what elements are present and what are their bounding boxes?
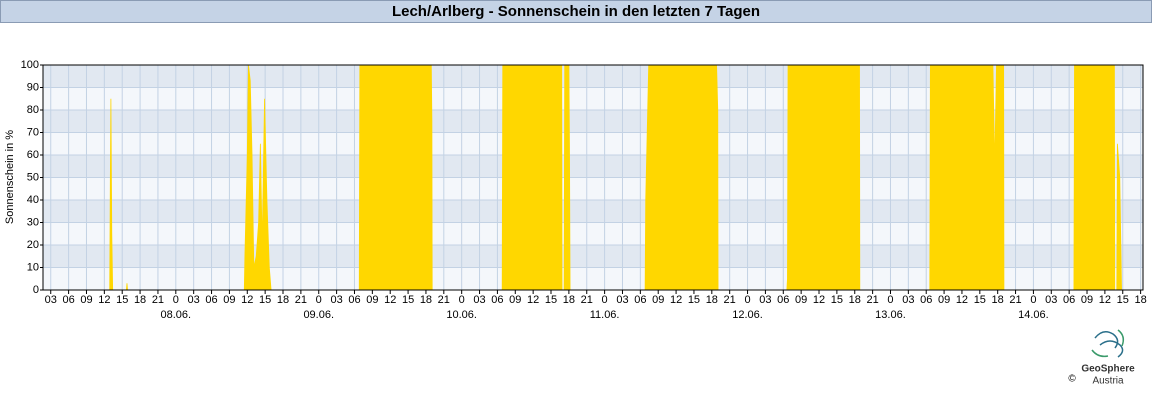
band bbox=[43, 245, 1143, 268]
logo: GeoSphere Austria © bbox=[1068, 329, 1135, 387]
x-tick-label: 21 bbox=[581, 294, 593, 306]
x-tick-label: 0 bbox=[1030, 294, 1036, 306]
y-tick-label: 50 bbox=[27, 171, 39, 183]
y-tick-label: 70 bbox=[27, 126, 39, 138]
date-label: 13.06. bbox=[875, 309, 906, 321]
x-tick-label: 0 bbox=[459, 294, 465, 306]
x-tick-label: 21 bbox=[866, 294, 878, 306]
copyright: © bbox=[1068, 374, 1076, 385]
x-tick-label: 09 bbox=[80, 294, 92, 306]
x-tick-label: 0 bbox=[744, 294, 750, 306]
date-label: 11.06. bbox=[590, 309, 620, 321]
logo-name: GeoSphere bbox=[1081, 364, 1135, 375]
y-tick-label: 10 bbox=[27, 261, 39, 273]
x-tick-label: 12 bbox=[670, 294, 682, 306]
x-tick-label: 09 bbox=[795, 294, 807, 306]
plot-frame bbox=[42, 64, 1144, 291]
x-tick-label: 09 bbox=[1081, 294, 1093, 306]
date-label: 08.06. bbox=[161, 309, 192, 321]
y-tick-label: 20 bbox=[27, 239, 39, 251]
x-tick-label: 12 bbox=[98, 294, 110, 306]
x-tick-label: 03 bbox=[330, 294, 342, 306]
x-tick-label: 03 bbox=[1045, 294, 1057, 306]
x-tick-label: 03 bbox=[902, 294, 914, 306]
plot-area bbox=[43, 64, 1143, 291]
x-tick-label: 15 bbox=[545, 294, 557, 306]
x-tick-label: 03 bbox=[188, 294, 200, 306]
logo-shape bbox=[1091, 349, 1109, 358]
x-tick-label: 12 bbox=[813, 294, 825, 306]
x-tick-label: 09 bbox=[509, 294, 521, 306]
date-label: 09.06. bbox=[303, 309, 334, 321]
x-tick-label: 15 bbox=[259, 294, 271, 306]
x-tick-label: 0 bbox=[887, 294, 893, 306]
x-tick-label: 15 bbox=[402, 294, 414, 306]
date-label: 14.06. bbox=[1018, 309, 1049, 321]
x-tick-label: 06 bbox=[491, 294, 503, 306]
x-tick-label: 09 bbox=[223, 294, 235, 306]
x-tick-label: 09 bbox=[366, 294, 378, 306]
x-tick-label: 06 bbox=[777, 294, 789, 306]
x-tick-label: 03 bbox=[759, 294, 771, 306]
x-tick-label: 18 bbox=[563, 294, 575, 306]
x-tick-label: 12 bbox=[241, 294, 253, 306]
x-tick-label: 18 bbox=[992, 294, 1004, 306]
y-tick-label: 60 bbox=[27, 149, 39, 161]
x-tick-label: 15 bbox=[116, 294, 128, 306]
x-tick-label: 12 bbox=[384, 294, 396, 306]
x-tick-label: 03 bbox=[616, 294, 628, 306]
logo-shape bbox=[1117, 329, 1125, 347]
y-tick-label: 40 bbox=[27, 194, 39, 206]
band bbox=[43, 110, 1143, 133]
y-axis-label: Sonnenschein in % bbox=[4, 130, 16, 224]
x-tick-label: 18 bbox=[849, 294, 861, 306]
x-tick-label: 15 bbox=[688, 294, 700, 306]
y-tick-label: 80 bbox=[27, 104, 39, 116]
x-tick-label: 06 bbox=[62, 294, 74, 306]
x-tick-label: 12 bbox=[527, 294, 539, 306]
x-tick-label: 12 bbox=[1099, 294, 1111, 306]
x-tick-label: 0 bbox=[602, 294, 608, 306]
x-tick-label: 21 bbox=[438, 294, 450, 306]
chart-title: Lech/Arlberg - Sonnenschein in den letzt… bbox=[392, 3, 760, 20]
x-tick-label: 18 bbox=[706, 294, 718, 306]
x-tick-label: 18 bbox=[1134, 294, 1146, 306]
x-tick-label: 12 bbox=[956, 294, 968, 306]
x-tick-label: 0 bbox=[173, 294, 179, 306]
x-tick-label: 21 bbox=[152, 294, 164, 306]
date-label: 10.06. bbox=[446, 309, 477, 321]
x-tick-label: 03 bbox=[45, 294, 57, 306]
x-tick-label: 06 bbox=[348, 294, 360, 306]
y-tick-label: 100 bbox=[21, 59, 39, 71]
band bbox=[43, 65, 1143, 88]
x-tick-label: 15 bbox=[1117, 294, 1129, 306]
x-tick-label: 06 bbox=[920, 294, 932, 306]
y-tick-label: 90 bbox=[27, 81, 39, 93]
x-tick-label: 21 bbox=[724, 294, 736, 306]
x-tick-label: 06 bbox=[1063, 294, 1075, 306]
band bbox=[43, 155, 1143, 178]
x-tick-label: 21 bbox=[1009, 294, 1021, 306]
logo-sub: Austria bbox=[1092, 376, 1124, 387]
logo-shape bbox=[1099, 340, 1124, 358]
band bbox=[43, 200, 1143, 223]
x-tick-label: 09 bbox=[938, 294, 950, 306]
x-tick-label: 03 bbox=[473, 294, 485, 306]
date-label: 12.06. bbox=[732, 309, 763, 321]
x-tick-label: 0 bbox=[316, 294, 322, 306]
x-tick-label: 06 bbox=[634, 294, 646, 306]
x-tick-label: 15 bbox=[974, 294, 986, 306]
x-tick-label: 09 bbox=[652, 294, 664, 306]
y-tick-label: 30 bbox=[27, 216, 39, 228]
x-tick-label: 18 bbox=[134, 294, 146, 306]
logo-shape bbox=[1094, 331, 1119, 349]
x-tick-label: 18 bbox=[420, 294, 432, 306]
x-tick-label: 06 bbox=[205, 294, 217, 306]
x-tick-label: 18 bbox=[277, 294, 289, 306]
x-tick-label: 21 bbox=[295, 294, 307, 306]
y-tick-label: 0 bbox=[33, 284, 39, 296]
x-tick-label: 15 bbox=[831, 294, 843, 306]
